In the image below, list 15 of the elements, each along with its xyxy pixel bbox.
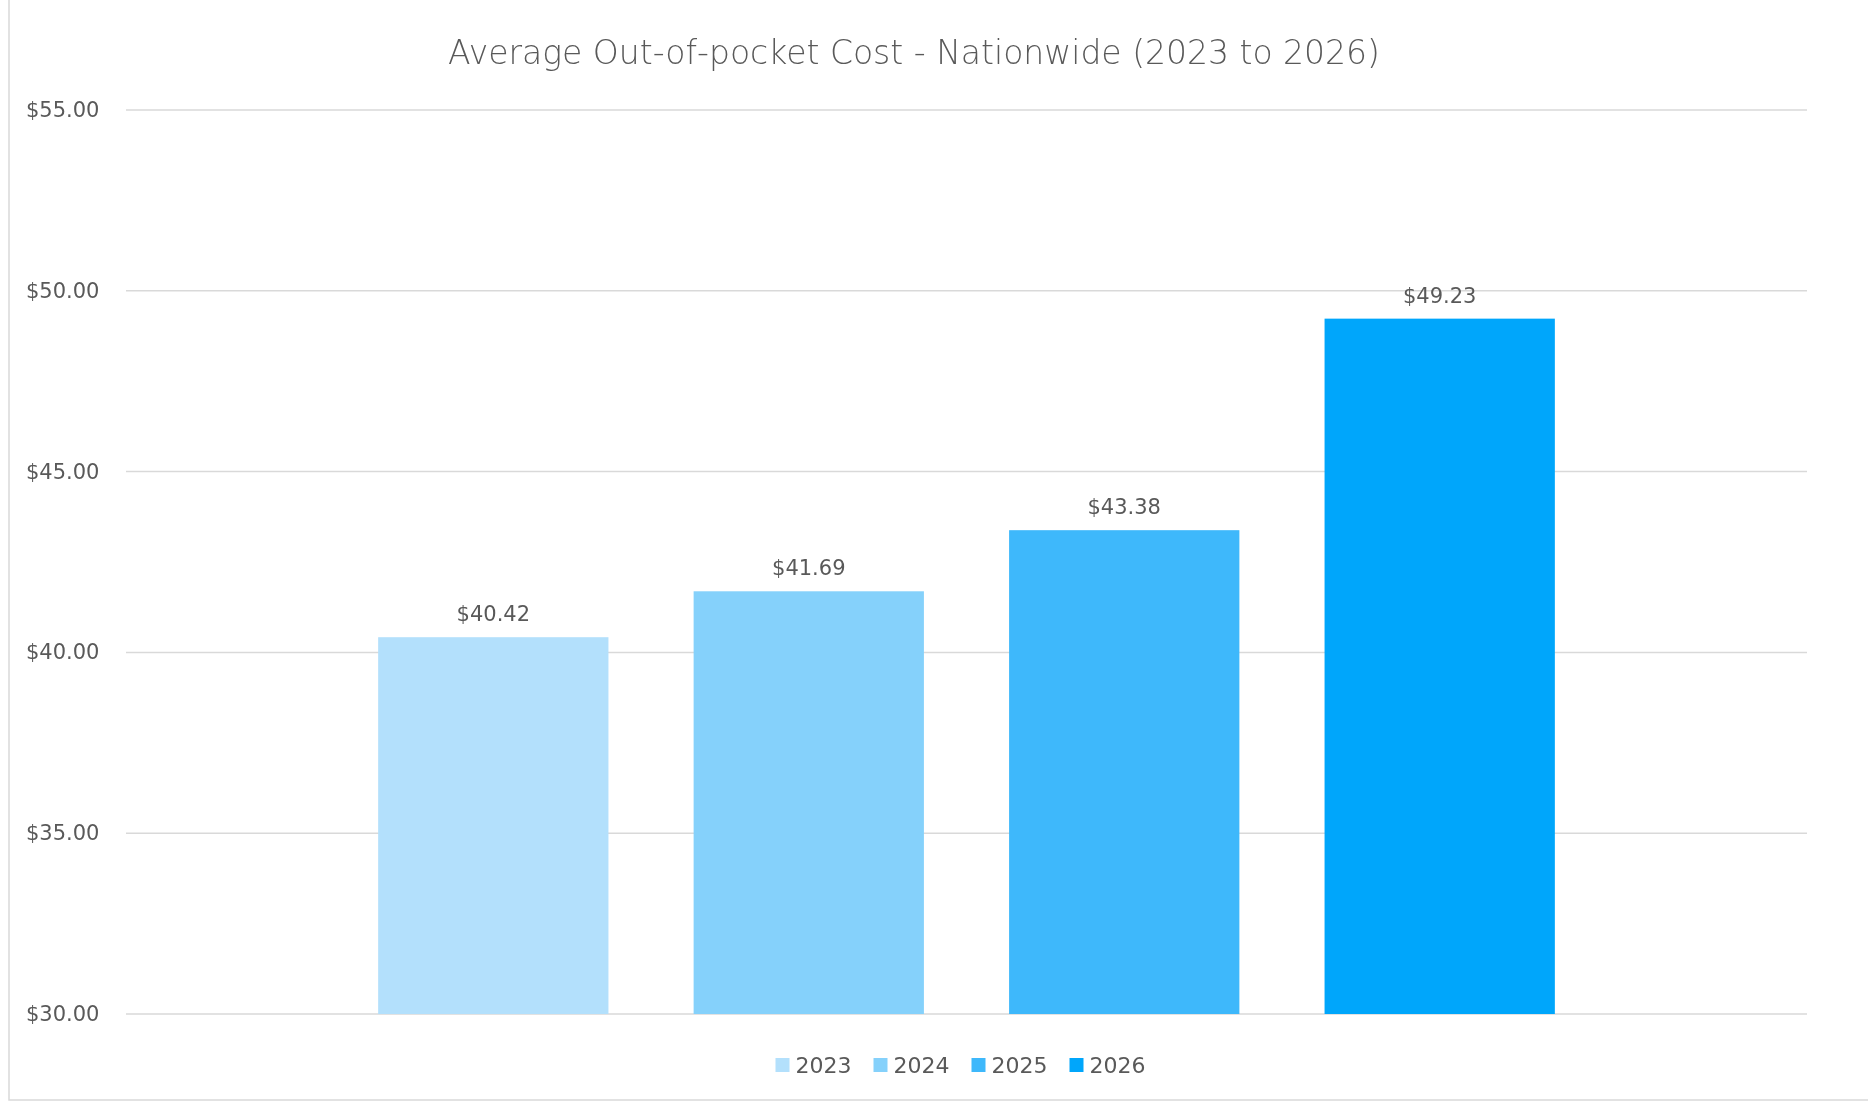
y-tick-label: $55.00 xyxy=(26,98,100,122)
data-label: $43.38 xyxy=(1087,495,1161,520)
y-tick-label: $30.00 xyxy=(26,1002,100,1026)
data-label: $41.69 xyxy=(772,556,846,581)
y-tick-label: $50.00 xyxy=(26,278,100,303)
chart-title: Average Out-of-pocket Cost - Nationwide (2023 to 2026) xyxy=(448,33,1380,72)
data-label: $49.23 xyxy=(1402,283,1477,308)
y-tick-label: $35.00 xyxy=(26,821,100,846)
y-tick-label: $45.00 xyxy=(26,459,100,484)
legend-label: 2026 xyxy=(1089,1053,1146,1078)
y-tick-label: $40.00 xyxy=(26,640,100,665)
legend-label: 2024 xyxy=(893,1053,950,1078)
legend-label: 2025 xyxy=(991,1053,1048,1078)
legend-label: 2023 xyxy=(795,1053,852,1078)
data-label: $40.42 xyxy=(456,602,531,627)
